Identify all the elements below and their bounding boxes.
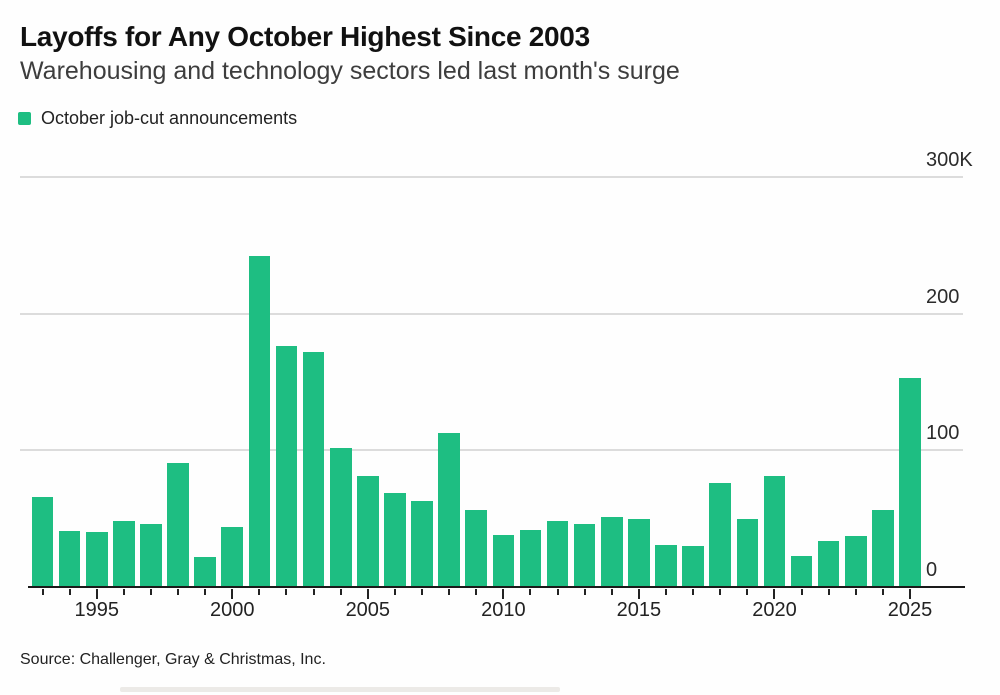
x-axis-label: 2010 <box>481 599 526 621</box>
watermark-band <box>120 687 560 692</box>
x-axis-tick <box>393 589 396 595</box>
bar <box>519 529 542 587</box>
chart-subtitle: Warehousing and technology sectors led l… <box>20 57 680 85</box>
bar <box>167 462 189 587</box>
x-axis-tick <box>366 589 369 599</box>
bar <box>817 540 840 587</box>
x-axis-tick <box>95 589 98 599</box>
x-axis-tick <box>529 589 532 595</box>
x-axis-tick <box>204 589 207 595</box>
bar <box>682 546 704 587</box>
x-axis-tick <box>719 589 722 595</box>
bar <box>140 524 162 587</box>
x-axis-tick <box>231 589 234 599</box>
y-axis-label: 100 <box>926 422 960 445</box>
bar <box>709 483 732 587</box>
x-axis-label: 2025 <box>887 599 933 621</box>
bar <box>899 377 921 587</box>
bar <box>655 544 677 587</box>
x-axis-tick <box>773 589 776 599</box>
bar <box>465 510 488 587</box>
x-axis-tick <box>502 589 505 599</box>
legend: October job-cut announcements <box>18 108 297 129</box>
bar <box>85 532 108 587</box>
x-axis-tick <box>475 589 478 595</box>
x-axis-tick <box>258 589 261 595</box>
bar <box>411 500 433 587</box>
x-axis-tick <box>122 589 125 595</box>
bar <box>248 256 271 587</box>
x-axis-tick <box>421 589 424 595</box>
bar <box>492 535 515 587</box>
gridline <box>20 449 963 452</box>
legend-swatch-icon <box>18 112 31 125</box>
bar <box>628 518 650 587</box>
x-axis-tick <box>149 589 152 595</box>
x-axis-tick <box>68 589 71 595</box>
legend-label: October job-cut announcements <box>41 108 298 128</box>
x-axis-label: 1995 <box>74 599 119 621</box>
gridline <box>20 312 963 315</box>
x-axis-tick <box>556 589 559 595</box>
bar <box>573 524 596 587</box>
x-axis-label: 2005 <box>345 599 391 621</box>
x-axis-tick <box>637 589 640 599</box>
bar <box>31 496 54 587</box>
bar <box>736 518 759 587</box>
bar <box>845 536 867 587</box>
x-axis-tick <box>177 589 180 595</box>
x-axis-tick <box>339 589 342 595</box>
x-axis-tick <box>800 589 803 595</box>
x-axis-tick <box>854 589 857 595</box>
x-axis-label: 2000 <box>210 599 255 621</box>
y-axis-label: 300K <box>926 149 973 171</box>
bar <box>546 521 569 587</box>
x-axis-label: 2015 <box>616 599 662 621</box>
x-axis-tick <box>692 589 695 595</box>
y-axis-label: 0 <box>926 559 938 581</box>
bar <box>872 510 894 587</box>
x-axis-tick <box>665 589 668 595</box>
x-axis-tick <box>41 589 44 595</box>
chart-title: Layoffs for Any October Highest Since 20… <box>20 21 590 52</box>
x-axis-tick <box>610 589 613 595</box>
x-axis-tick <box>827 589 830 595</box>
x-axis-tick <box>448 589 451 595</box>
x-axis-tick <box>746 589 749 595</box>
gridline <box>20 176 963 178</box>
x-axis-tick <box>881 589 884 595</box>
bar <box>221 526 244 587</box>
source-note: Source: Challenger, Gray & Christmas, In… <box>20 651 326 668</box>
bar <box>58 530 81 587</box>
x-axis-tick <box>285 589 288 595</box>
x-axis-label: 2020 <box>752 599 797 621</box>
bar <box>384 492 406 587</box>
x-axis-tick <box>312 589 315 595</box>
x-axis-line <box>28 586 965 588</box>
bar <box>357 476 379 587</box>
bar <box>763 476 786 587</box>
bar <box>790 555 813 587</box>
bar <box>329 447 352 587</box>
bar <box>113 521 135 587</box>
bar <box>302 351 325 587</box>
x-axis-tick <box>583 589 586 595</box>
bar <box>438 432 460 587</box>
y-axis-label: 200 <box>926 285 960 308</box>
x-axis-tick <box>909 589 912 599</box>
bar <box>194 556 216 587</box>
bar <box>601 517 623 587</box>
bar <box>275 346 298 587</box>
